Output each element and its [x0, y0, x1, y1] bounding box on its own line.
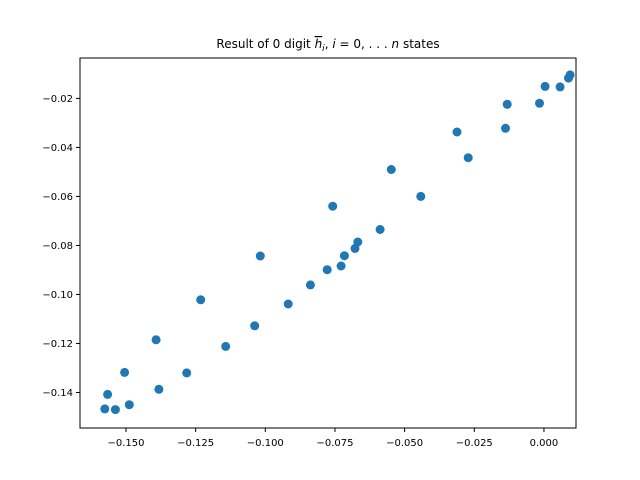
data-point — [250, 321, 260, 331]
x-tick-label: −0.050 — [386, 438, 423, 449]
title-mid: , — [325, 37, 333, 51]
data-point — [110, 405, 120, 415]
x-tick-label: −0.025 — [456, 438, 493, 449]
data-point — [221, 341, 231, 351]
data-point — [196, 295, 206, 305]
data-point — [100, 404, 110, 414]
data-point — [375, 225, 385, 234]
y-tick-label: −0.12 — [42, 339, 73, 350]
data-point — [103, 389, 113, 399]
x-tick-label: −0.125 — [177, 438, 214, 449]
y-tick-label: −0.06 — [42, 192, 73, 203]
y-axis-ticks: −0.14 −0.12 −0.10 −0.08 −0.06 −0.04 −0.02 — [42, 94, 80, 399]
data-point — [463, 153, 473, 163]
data-point — [283, 299, 293, 309]
title-ivar: i — [332, 37, 336, 51]
x-tick-label: −0.100 — [247, 438, 284, 449]
title-eq: = 0, . . . — [336, 37, 392, 51]
data-point — [555, 82, 565, 92]
data-point — [535, 98, 544, 108]
data-point — [336, 261, 346, 271]
x-tick-label: 0.000 — [530, 438, 559, 449]
y-tick-label: −0.02 — [42, 94, 73, 105]
y-tick-label: −0.14 — [42, 388, 73, 399]
title-hbar: h — [315, 37, 323, 51]
title-prefix: Result of 0 digit — [216, 37, 314, 51]
data-point — [182, 368, 192, 378]
y-tick-label: −0.10 — [42, 290, 73, 301]
data-point — [502, 99, 512, 109]
data-point — [120, 367, 130, 377]
x-axis-ticks: −0.150 −0.125 −0.100 −0.075 −0.050 −0.025 0.00… — [107, 428, 558, 449]
data-point — [565, 70, 575, 80]
data-point — [416, 191, 426, 201]
title-suffix: states — [399, 37, 439, 51]
chart-title: Result of 0 digit hi, i = 0, . . . n sta… — [216, 37, 439, 54]
data-point — [386, 165, 396, 174]
data-point — [339, 251, 349, 261]
data-point — [540, 81, 550, 91]
title-sub: i — [322, 44, 325, 54]
y-tick-label: −0.04 — [42, 143, 73, 154]
axes-frame — [79, 57, 577, 429]
data-point — [255, 251, 265, 261]
data-point — [305, 280, 315, 290]
x-tick-label: −0.075 — [316, 438, 353, 449]
data-point — [328, 201, 338, 211]
data-points — [100, 70, 575, 415]
data-point — [151, 335, 161, 345]
data-point — [452, 127, 462, 137]
y-tick-label: −0.08 — [42, 241, 73, 252]
title-nvar: n — [392, 37, 400, 51]
data-point — [501, 123, 510, 133]
data-point — [154, 384, 164, 394]
data-point — [353, 237, 363, 247]
data-point — [124, 400, 134, 410]
data-point — [322, 265, 332, 275]
x-tick-label: −0.150 — [107, 438, 144, 449]
